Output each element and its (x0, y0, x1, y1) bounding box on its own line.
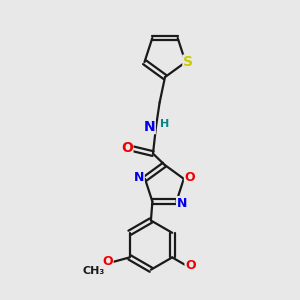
Text: N: N (134, 171, 144, 184)
Text: O: O (185, 259, 196, 272)
Text: N: N (144, 120, 155, 134)
Text: S: S (183, 55, 193, 69)
Text: O: O (184, 171, 195, 184)
Text: CH₃: CH₃ (82, 266, 105, 276)
Text: H: H (160, 119, 169, 129)
Text: O: O (102, 254, 113, 268)
Text: O: O (121, 141, 133, 155)
Text: N: N (177, 196, 187, 210)
